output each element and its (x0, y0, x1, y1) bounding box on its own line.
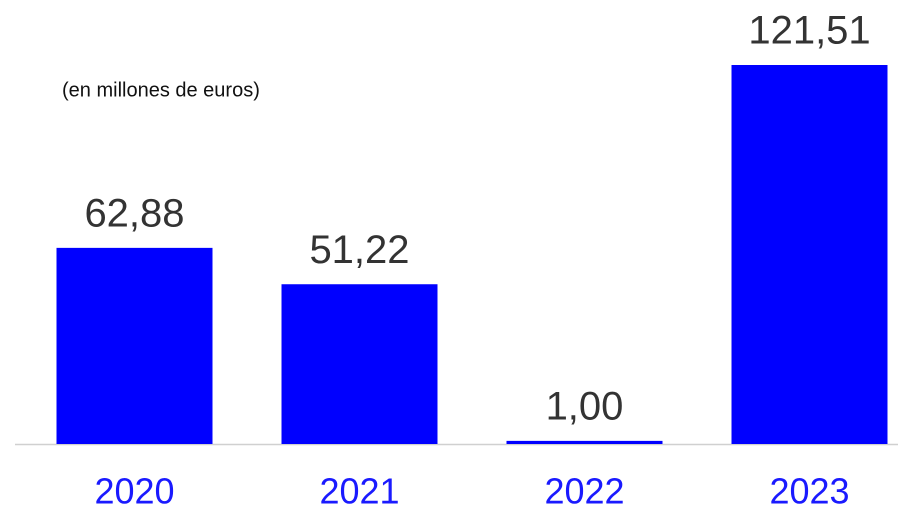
x-tick-label: 2020 (94, 471, 174, 511)
value-label: 121,51 (748, 9, 870, 53)
bar (56, 247, 213, 444)
bar (281, 284, 438, 444)
x-tick-label: 2022 (544, 471, 624, 511)
bar (506, 440, 663, 444)
value-label: 62,88 (84, 191, 184, 235)
x-tick-label: 2023 (769, 471, 849, 511)
value-label: 1,00 (546, 384, 624, 428)
chart-subtitle: (en millones de euros) (62, 79, 260, 101)
x-tick-label: 2021 (319, 471, 399, 511)
value-label: 51,22 (309, 228, 409, 272)
bar (731, 65, 888, 444)
